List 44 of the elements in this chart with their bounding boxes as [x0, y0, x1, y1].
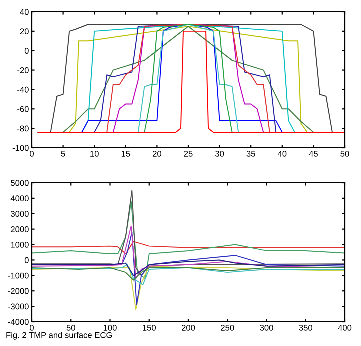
x-tick-label: 50 [66, 325, 76, 331]
y-tick-label: 5000 [11, 180, 29, 186]
x-tick-label: 400 [338, 325, 352, 331]
x-tick-label: 10 [90, 151, 99, 157]
y-tick-label: 1000 [11, 242, 29, 248]
x-tick-label: 15 [122, 151, 130, 157]
x-tick-label: 35 [246, 151, 256, 157]
y-tick-label: -4000 [8, 319, 29, 326]
y-tick-label: -3000 [8, 304, 29, 310]
x-tick-label: 250 [221, 325, 234, 331]
y-tick-label: -20 [18, 67, 29, 74]
y-tick-label: -40 [18, 86, 29, 93]
x-tick-label: 100 [104, 325, 117, 331]
y-tick-label: 20 [20, 28, 29, 35]
x-tick-label: 40 [278, 151, 287, 157]
y-tick-label: -60 [18, 106, 29, 112]
y-tick-label: 2000 [11, 226, 29, 232]
line-series [32, 267, 345, 281]
y-tick-label: 3000 [11, 211, 29, 217]
x-tick-label: 200 [182, 325, 196, 331]
line-series [32, 260, 345, 276]
y-tick-label: 4000 [10, 196, 29, 202]
caption: Fig. 2 TMP and surface ECG [6, 332, 112, 340]
x-tick-label: 350 [299, 325, 312, 331]
x-tick-label: 20 [152, 151, 162, 157]
y-tick-label: -2000 [8, 288, 29, 294]
y-tick-label: -80 [18, 126, 29, 132]
x-tick-label: 25 [184, 151, 193, 157]
line-series [32, 201, 345, 280]
x-tick-label: 150 [143, 325, 156, 331]
y-tick-label: 0 [24, 48, 29, 54]
x-tick-label: 0 [30, 325, 34, 331]
x-tick-label: 50 [340, 151, 350, 157]
x-tick-label: 300 [260, 325, 274, 331]
y-tick-label: 0 [24, 257, 29, 264]
y-tick-label: 40 [20, 9, 29, 16]
y-tick-label: -1000 [8, 272, 29, 279]
x-tick-label: 0 [30, 151, 34, 157]
x-tick-label: 30 [215, 151, 224, 157]
x-tick-label: 45 [309, 151, 318, 157]
y-tick-label: -100 [12, 145, 29, 152]
line-series [32, 241, 345, 255]
x-tick-label: 5 [61, 151, 66, 157]
line-series [32, 264, 345, 286]
